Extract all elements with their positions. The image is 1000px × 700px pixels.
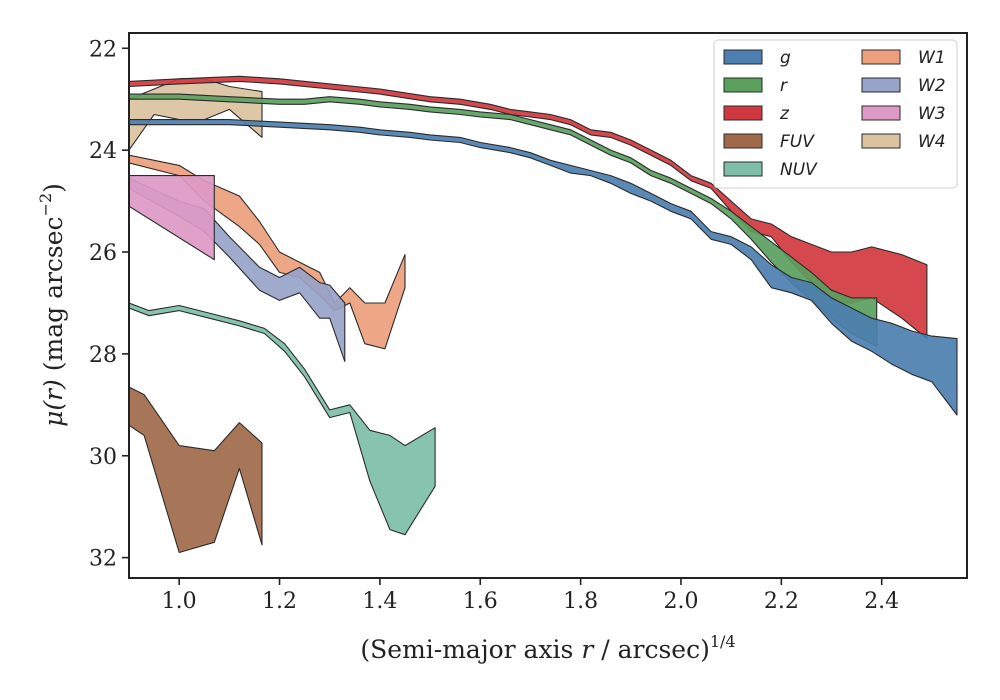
legend-swatch-w4	[861, 133, 901, 149]
x-tick-label: 1.4	[362, 589, 397, 614]
y-tick-label: 28	[89, 343, 117, 368]
y-axis-label: μ(r) (mag arcsec−2)	[36, 183, 68, 427]
legend-swatch-w1	[861, 49, 901, 65]
y-tick-label: 22	[89, 37, 117, 62]
legend-swatch-nuv	[723, 161, 763, 177]
x-axis-ticks: 1.0 1.2 1.4 1.6 1.8 2.0 2.2 2.4	[162, 578, 899, 614]
legend-label-z: z	[779, 104, 790, 124]
band-w3	[129, 175, 215, 261]
band-w4	[129, 78, 263, 151]
x-tick-label: 1.6	[463, 589, 498, 614]
legend-swatch-r	[723, 77, 763, 93]
plot-frame	[128, 32, 968, 579]
band-nuv	[129, 302, 436, 536]
band-g	[129, 119, 958, 416]
x-tick-label: 1.0	[162, 589, 197, 614]
band-fuv	[129, 386, 263, 554]
legend-label-r: r	[780, 76, 788, 96]
legend-swatch-w2	[861, 77, 901, 93]
legend-label-fuv: FUV	[780, 132, 815, 152]
band-w1	[129, 154, 406, 350]
bands-layer	[129, 75, 958, 554]
x-tick-label: 1.2	[262, 589, 297, 614]
x-tick-label: 1.8	[563, 589, 598, 614]
legend-label-g: g	[780, 48, 791, 68]
y-tick-label: 32	[89, 547, 117, 572]
x-tick-label: 2.2	[764, 589, 799, 614]
legend-frame	[713, 39, 958, 189]
legend-swatch-fuv	[723, 133, 763, 149]
y-axis-ticks: 22 24 26 28 30 32	[89, 37, 129, 572]
legend-label-nuv: NUV	[780, 160, 818, 180]
x-tick-label: 2.0	[663, 589, 698, 614]
legend-label-w3: W3	[918, 104, 946, 124]
legend-items: grz FUV NUV W1 W2 W3 W4	[723, 48, 946, 180]
legend-swatch-w3	[861, 105, 901, 121]
y-tick-label: 24	[89, 139, 117, 164]
x-tick-label: 2.4	[864, 589, 899, 614]
legend-swatch-z	[723, 105, 763, 121]
legend-swatch-g	[723, 49, 763, 65]
legend: grz FUV NUV W1 W2 W3 W4	[713, 39, 958, 189]
legend-label-w4: W4	[918, 132, 946, 152]
x-axis-label: (Semi-major axis r / arcsec)1/4	[360, 632, 735, 664]
y-tick-label: 30	[89, 445, 117, 470]
y-tick-label: 26	[89, 241, 117, 266]
legend-label-w1: W1	[918, 48, 946, 68]
legend-label-w2: W2	[918, 76, 946, 96]
